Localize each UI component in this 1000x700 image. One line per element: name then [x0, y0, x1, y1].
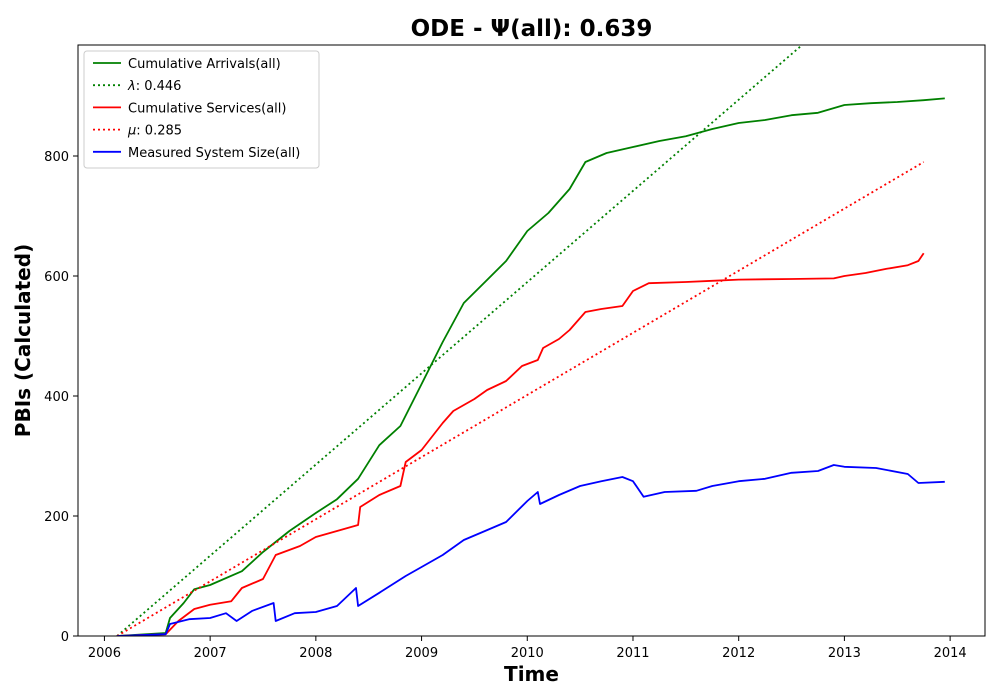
x-tick-label: 2009 [405, 646, 438, 661]
series-line-1 [116, 45, 803, 636]
x-tick-label: 2007 [194, 646, 227, 661]
x-tick-label: 2013 [828, 646, 861, 661]
legend-label-0: Cumulative Arrivals(all) [128, 57, 281, 72]
x-tick-label: 2008 [299, 646, 332, 661]
y-axis-title: PBIs (Calculated) [11, 244, 35, 437]
chart-title: ODE - Ψ(all): 0.639 [411, 16, 653, 42]
y-tick-label: 600 [44, 270, 69, 285]
legend-label-2: Cumulative Services(all) [128, 101, 286, 116]
legend: Cumulative Arrivals(all) λ: 0.446 Cumulati… [83, 50, 320, 169]
plot-area [116, 45, 945, 636]
legend-box [83, 50, 320, 169]
x-axis-title: Time [504, 662, 559, 686]
y-tick-label: 400 [44, 390, 69, 405]
y-tick-label: 800 [44, 150, 69, 165]
y-tick-label: 200 [44, 510, 69, 525]
x-tick-label: 2012 [722, 646, 755, 661]
y-tick-label: 0 [61, 630, 69, 645]
legend-label-4: Measured System Size(all) [128, 146, 300, 161]
legend-label-3: μ: 0.285 [127, 124, 182, 139]
x-tick-label: 2010 [511, 646, 544, 661]
series-line-2 [117, 252, 925, 636]
legend-label-1: λ: 0.446 [127, 79, 181, 94]
axis-ticks: 2006 2007 2008 2009 2010 2011 2012 2013 2014 0 200… [44, 150, 966, 661]
series-line-4 [117, 464, 945, 636]
plot-frame [77, 44, 986, 637]
x-tick-label: 2006 [88, 646, 121, 661]
x-tick-label: 2014 [934, 646, 967, 661]
x-tick-label: 2011 [616, 646, 649, 661]
series-line-0 [117, 97, 945, 636]
series-line-3 [116, 161, 925, 636]
